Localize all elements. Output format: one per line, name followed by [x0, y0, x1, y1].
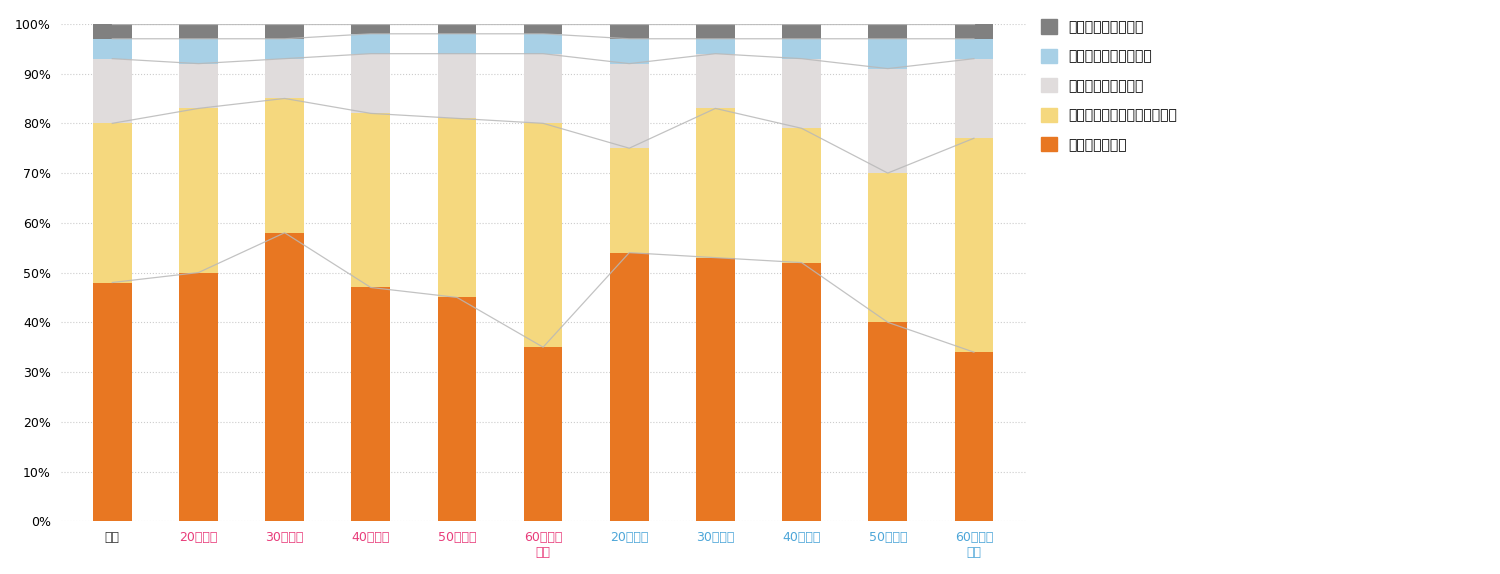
Bar — [696, 24, 735, 39]
Bar — [266, 59, 305, 99]
Bar — [868, 24, 907, 39]
Bar — [93, 59, 132, 123]
Bar — [782, 24, 820, 39]
Bar — [178, 24, 218, 39]
Bar — [696, 258, 735, 521]
Bar — [178, 39, 218, 64]
Bar — [610, 148, 648, 253]
Bar — [782, 39, 820, 59]
Bar — [782, 263, 820, 521]
Bar — [93, 282, 132, 521]
Bar — [610, 39, 648, 64]
Bar — [696, 54, 735, 108]
Bar — [438, 297, 477, 521]
Bar — [524, 54, 562, 123]
Legend: 全く利用したくない, あまり利用したくない, どちらとも言えない, どちらかと言えば利用したい, ぜひ利用したい: 全く利用したくない, あまり利用したくない, どちらとも言えない, どちらかと言… — [1035, 14, 1184, 157]
Bar — [266, 24, 305, 39]
Bar — [351, 288, 390, 521]
Bar — [868, 173, 907, 323]
Bar — [868, 39, 907, 69]
Bar — [954, 138, 993, 352]
Bar — [868, 69, 907, 173]
Bar — [954, 352, 993, 521]
Bar — [782, 129, 820, 263]
Bar — [351, 54, 390, 114]
Bar — [782, 59, 820, 129]
Bar — [438, 118, 477, 297]
Bar — [610, 64, 648, 148]
Bar — [438, 24, 477, 34]
Bar — [351, 34, 390, 54]
Bar — [438, 34, 477, 54]
Bar — [178, 64, 218, 108]
Bar — [438, 54, 477, 118]
Bar — [610, 24, 648, 39]
Bar — [93, 39, 132, 59]
Bar — [524, 123, 562, 347]
Bar — [524, 347, 562, 521]
Bar — [178, 273, 218, 521]
Bar — [610, 253, 648, 521]
Bar — [351, 114, 390, 288]
Bar — [954, 59, 993, 138]
Bar — [524, 34, 562, 54]
Bar — [93, 123, 132, 282]
Bar — [351, 24, 390, 34]
Bar — [93, 24, 132, 39]
Bar — [954, 24, 993, 39]
Bar — [266, 39, 305, 59]
Bar — [524, 24, 562, 34]
Bar — [178, 108, 218, 273]
Bar — [696, 39, 735, 54]
Bar — [954, 39, 993, 59]
Bar — [696, 108, 735, 258]
Bar — [868, 323, 907, 521]
Bar — [266, 233, 305, 521]
Bar — [266, 99, 305, 233]
